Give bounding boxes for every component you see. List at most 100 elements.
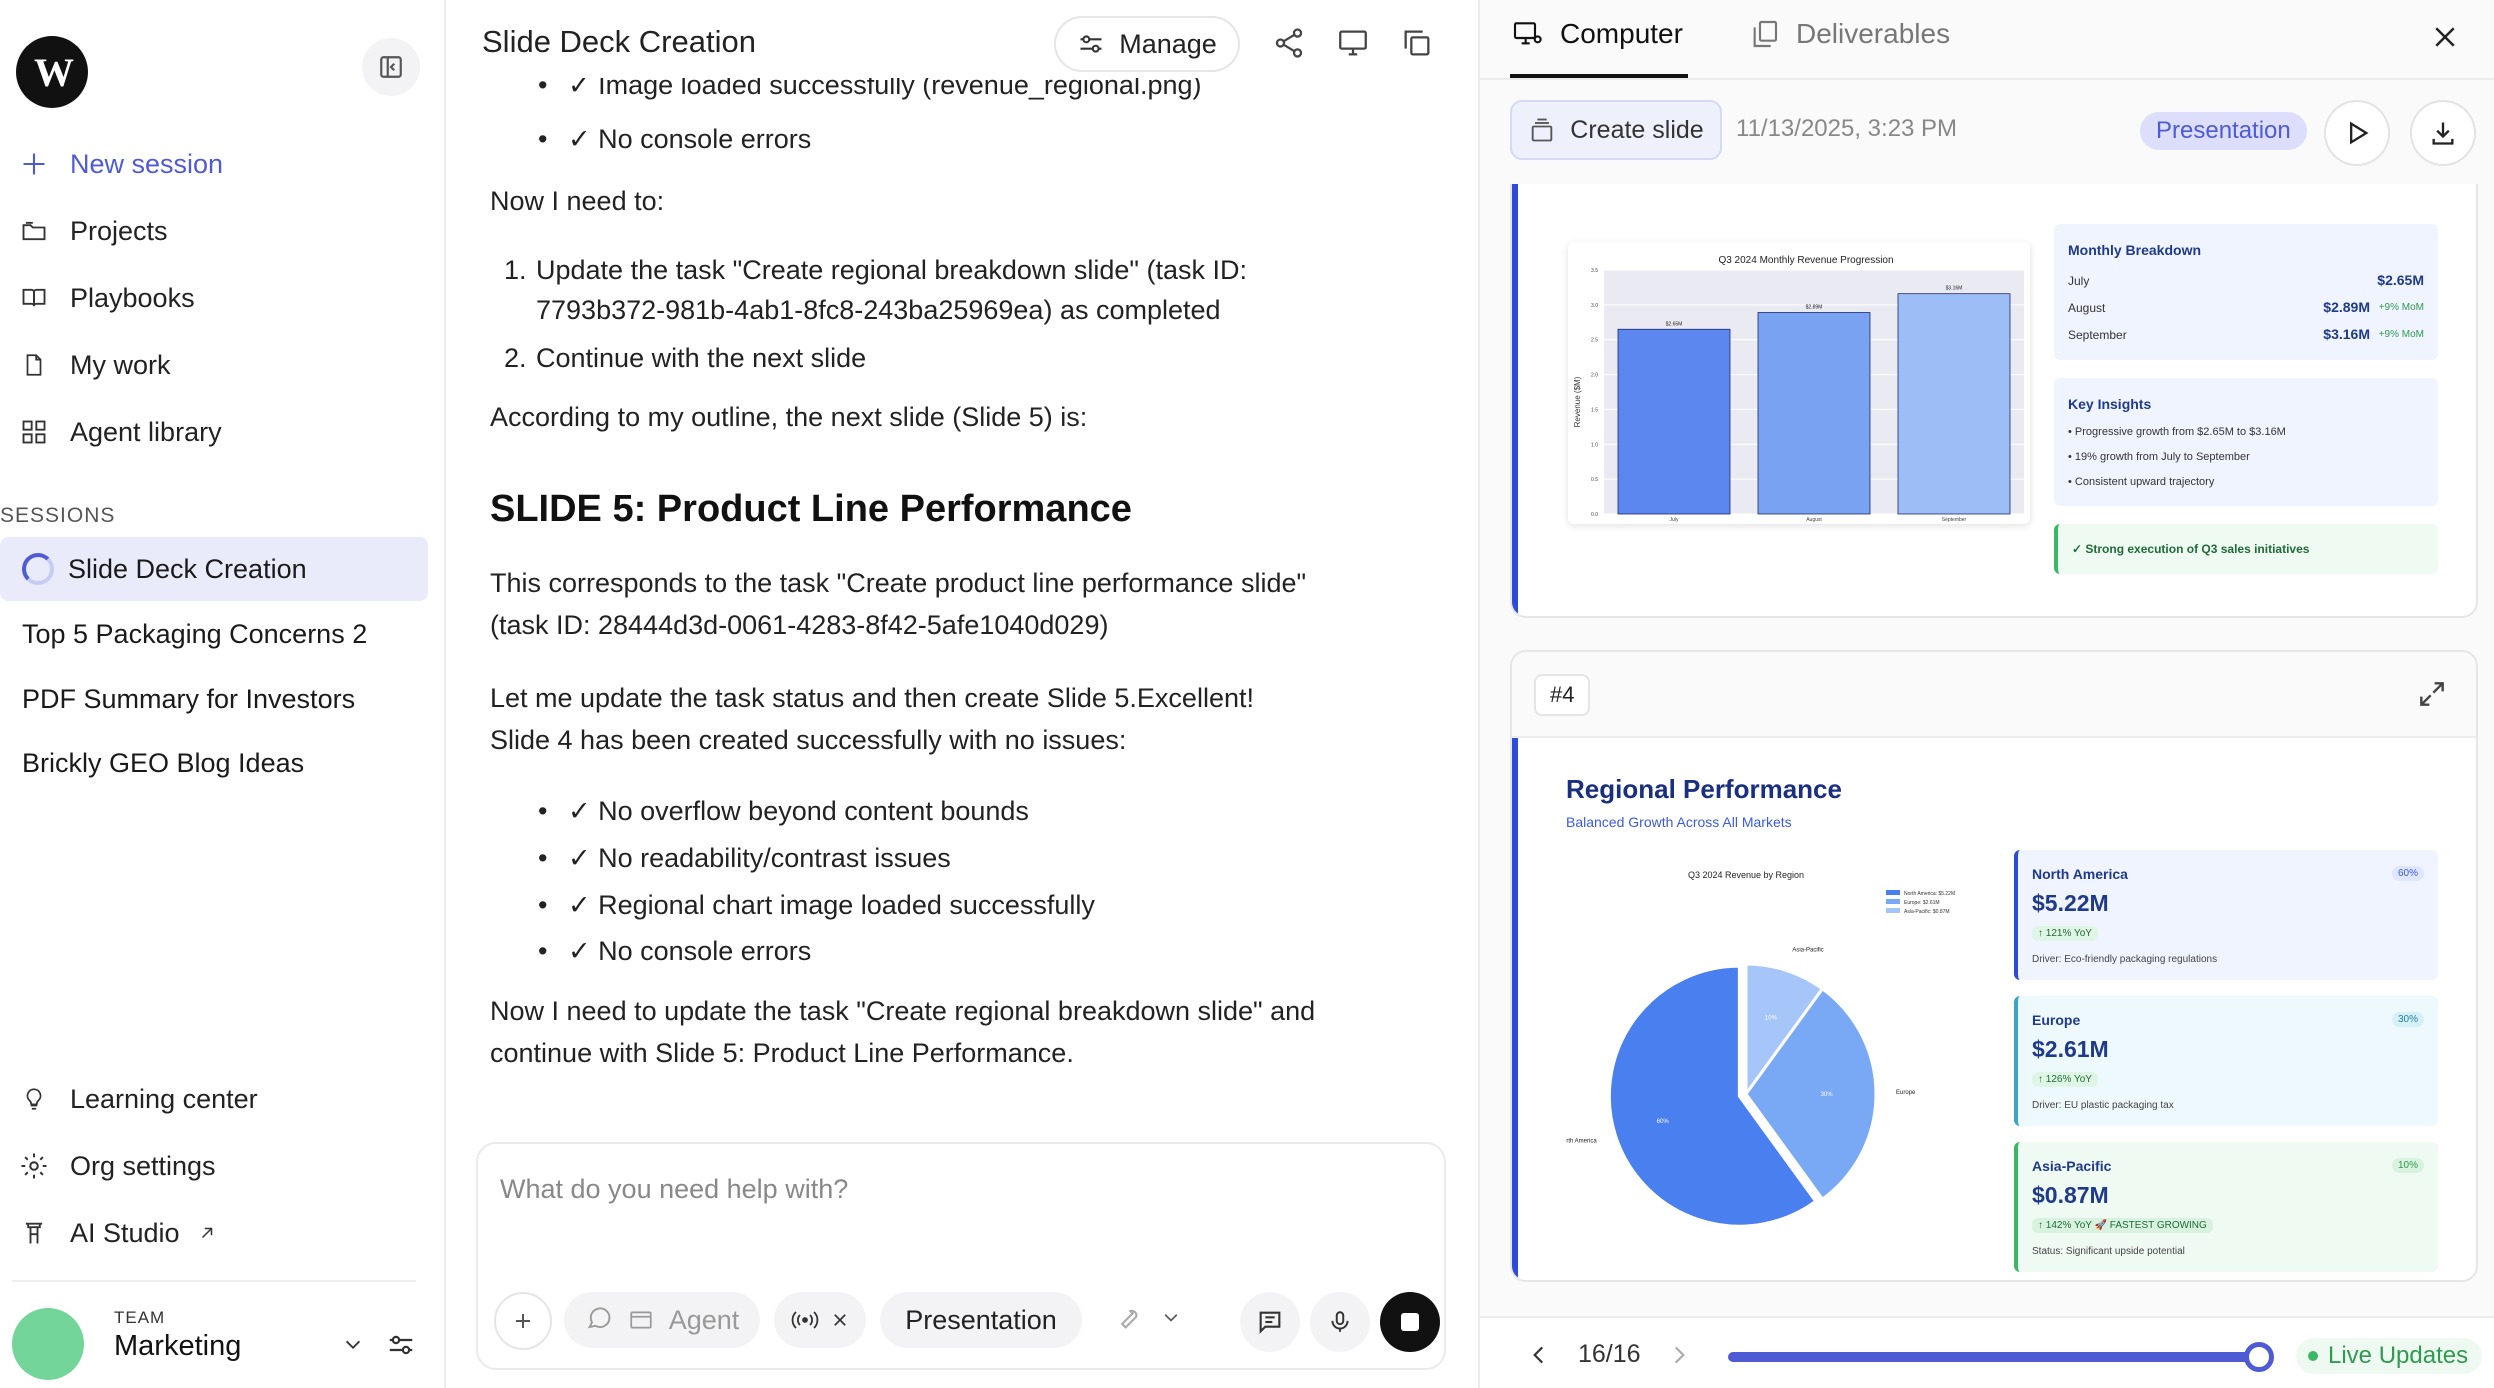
play-button[interactable]	[2324, 100, 2390, 166]
team-label: TEAM	[114, 1308, 166, 1327]
expand-icon[interactable]	[2416, 678, 2448, 710]
region-name: Asia-Pacific	[2032, 1158, 2112, 1174]
stop-icon	[1401, 1313, 1419, 1331]
copy-icon[interactable]	[1400, 26, 1434, 60]
list-item: ✓ Image loaded successfully (revenue_reg…	[538, 78, 1201, 101]
tools-dropdown[interactable]	[1114, 1304, 1182, 1332]
session-label: PDF Summary for Investors	[22, 683, 356, 714]
slide-accent-bar	[1512, 738, 1518, 1280]
play-icon	[2350, 121, 2369, 145]
chevron-right-icon[interactable]	[1666, 1342, 1692, 1368]
nav-projects-label: Projects	[70, 215, 168, 246]
lightbulb-icon	[16, 1081, 52, 1117]
nav-learning-center[interactable]: Learning center	[16, 1073, 258, 1125]
sessions-header: SESSIONS	[0, 504, 116, 527]
insight-text: Consistent upward trajectory	[2074, 476, 2215, 488]
pie-category-label: Asia-Pacific	[1792, 947, 1823, 953]
composer-placeholder[interactable]: What do you need help with?	[500, 1174, 849, 1204]
slide-card-3[interactable]: Q3 2024 Monthly Revenue Progression Reve…	[1510, 184, 2478, 618]
chevron-down-icon[interactable]	[340, 1334, 366, 1356]
live-dot-icon	[2308, 1351, 2318, 1361]
legend-swatch	[1886, 890, 1900, 895]
month-value: $3.16M	[2323, 326, 2370, 342]
agent-selector[interactable]: Agent	[564, 1292, 760, 1348]
composer: What do you need help with? Agent Presen…	[476, 1142, 1446, 1370]
nav-projects[interactable]: Projects	[16, 205, 168, 257]
region-driver: Driver: EU plastic packaging tax	[2032, 1100, 2174, 1111]
month-label: July	[2068, 274, 2090, 288]
tab-deliverables[interactable]: Deliverables	[1748, 18, 1950, 50]
ordered-item-number: 1.	[504, 255, 527, 285]
slide-progress-handle[interactable]	[2244, 1342, 2274, 1372]
presentation-mode-chip[interactable]: Presentation	[880, 1292, 1082, 1348]
close-icon[interactable]	[2430, 22, 2460, 52]
notes-button[interactable]	[1240, 1292, 1300, 1352]
legend-entry: Asia-Pacific: $0.87M	[1904, 909, 1950, 915]
broadcast-chip[interactable]	[774, 1292, 866, 1348]
microphone-button[interactable]	[1310, 1292, 1370, 1352]
stop-button[interactable]	[1380, 1292, 1440, 1352]
team-switcher[interactable]: TEAM Marketing	[10, 1308, 430, 1380]
nav-org-settings[interactable]: Org settings	[16, 1140, 216, 1192]
download-icon	[2432, 122, 2454, 145]
team-name: Marketing	[114, 1330, 242, 1362]
broadcast-icon	[791, 1311, 819, 1329]
presentation-badge: Presentation	[2140, 112, 2307, 150]
list-item: ✓ No console errors	[538, 124, 811, 155]
add-attachment-button[interactable]	[494, 1292, 552, 1350]
live-updates-badge: Live Updates	[2296, 1338, 2483, 1374]
list-item: ✓ Regional chart image loaded successful…	[538, 890, 1095, 921]
region-card-europe: Europe 30% $2.61M ↑ 126% YoY Driver: EU …	[2014, 996, 2438, 1126]
session-item-slide-deck[interactable]: Slide Deck Creation	[0, 537, 428, 601]
x-tick-label: July	[1670, 517, 1679, 523]
bar	[1757, 312, 1871, 515]
chart-title: Q3 2024 Revenue by Region	[1688, 870, 1804, 880]
nav-ai-studio[interactable]: AI Studio	[16, 1207, 216, 1259]
app-logo[interactable]: W	[16, 36, 88, 108]
slide-card-4[interactable]: #4 Regional Performance Balanced Growth …	[1510, 650, 2478, 1282]
new-session-button[interactable]: New session	[16, 138, 223, 190]
nav-playbooks-label: Playbooks	[70, 282, 195, 313]
nav-playbooks[interactable]: Playbooks	[16, 272, 195, 324]
nav-agent-library-label: Agent library	[70, 416, 222, 447]
slide-navigation-bar: 16/16 Live Updates	[1480, 1316, 2494, 1388]
nav-my-work[interactable]: My work	[16, 339, 171, 391]
create-slide-button[interactable]: Create slide	[1510, 100, 1722, 160]
computer-panel: Computer Deliverables Create slide 11/13…	[1478, 0, 2494, 1388]
y-tick-label: 0.0	[1591, 512, 1598, 518]
session-item-packaging[interactable]: Top 5 Packaging Concerns 2	[0, 602, 428, 666]
bar-data-label: $2.65M	[1666, 321, 1683, 327]
plus-icon	[16, 146, 52, 182]
pie-category-label: Europe	[1896, 1090, 1916, 1096]
chat-pane: Slide Deck Creation Manage ✓ Image loade…	[448, 0, 1478, 1388]
share-icon[interactable]	[1272, 26, 1306, 60]
loading-spinner-icon	[22, 553, 54, 585]
legend-swatch	[1886, 899, 1900, 904]
close-icon[interactable]	[831, 1311, 849, 1329]
ordered-item-text: Update the task "Create regional breakdo…	[536, 255, 1248, 325]
download-button[interactable]	[2410, 100, 2476, 166]
region-share-badge: 30%	[2391, 1012, 2424, 1027]
month-label: August	[2068, 301, 2106, 315]
chevron-left-icon[interactable]	[1526, 1342, 1552, 1368]
key-insights-box: Key Insights • Progressive growth from $…	[2054, 378, 2438, 506]
slides-viewport[interactable]: Q3 2024 Monthly Revenue Progression Reve…	[1480, 184, 2494, 1314]
legend-entry: North America: $5.22M	[1904, 891, 1955, 897]
pie-legend: North America: $5.22M Europe: $2.61M Asi…	[1886, 890, 1955, 915]
collapse-sidebar-button[interactable]	[362, 38, 420, 96]
y-tick-label: 2.5	[1591, 338, 1598, 344]
slide-progress-track[interactable]	[1728, 1352, 2258, 1362]
manage-button[interactable]: Manage	[1054, 16, 1240, 72]
create-slide-label: Create slide	[1570, 115, 1704, 144]
bars-group: 0.0 0.5 1.0 1.5 2.0 2.5 3.0 3.5 $2.65M July $2.89M…	[1591, 268, 2024, 523]
monitor-icon[interactable]	[1336, 26, 1370, 60]
insight-item: • Consistent upward trajectory	[2068, 476, 2215, 488]
nav-agent-library[interactable]: Agent library	[16, 406, 222, 458]
tab-computer[interactable]: Computer	[1510, 18, 1683, 50]
session-item-geo-blog[interactable]: Brickly GEO Blog Ideas	[0, 731, 428, 795]
insight-item: • Progressive growth from $2.65M to $3.1…	[2068, 426, 2286, 438]
sliders-icon[interactable]	[386, 1330, 416, 1360]
session-item-pdf-summary[interactable]: PDF Summary for Investors	[0, 667, 428, 731]
month-value: $2.65M	[2377, 272, 2424, 288]
y-axis-label: Revenue ($M)	[1573, 376, 1582, 427]
